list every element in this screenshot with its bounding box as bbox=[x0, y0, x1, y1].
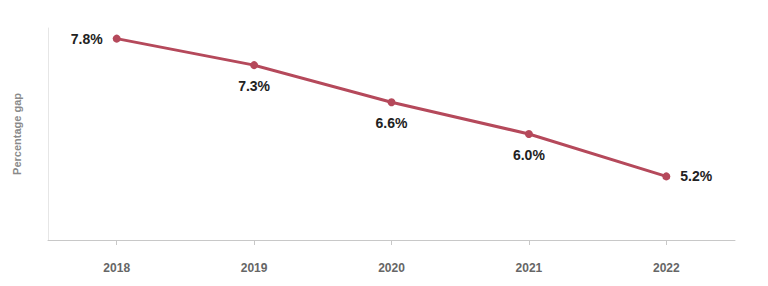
svg-text:6.0%: 6.0% bbox=[513, 147, 545, 163]
svg-text:2021: 2021 bbox=[516, 261, 543, 275]
svg-text:2020: 2020 bbox=[378, 261, 405, 275]
svg-text:2019: 2019 bbox=[241, 261, 268, 275]
svg-text:7.8%: 7.8% bbox=[71, 31, 103, 47]
svg-text:2022: 2022 bbox=[653, 261, 680, 275]
svg-text:6.6%: 6.6% bbox=[376, 115, 408, 131]
svg-text:2018: 2018 bbox=[103, 261, 130, 275]
svg-text:Percentage gap: Percentage gap bbox=[11, 93, 23, 175]
svg-text:7.3%: 7.3% bbox=[238, 78, 270, 94]
svg-text:5.2%: 5.2% bbox=[680, 168, 712, 184]
